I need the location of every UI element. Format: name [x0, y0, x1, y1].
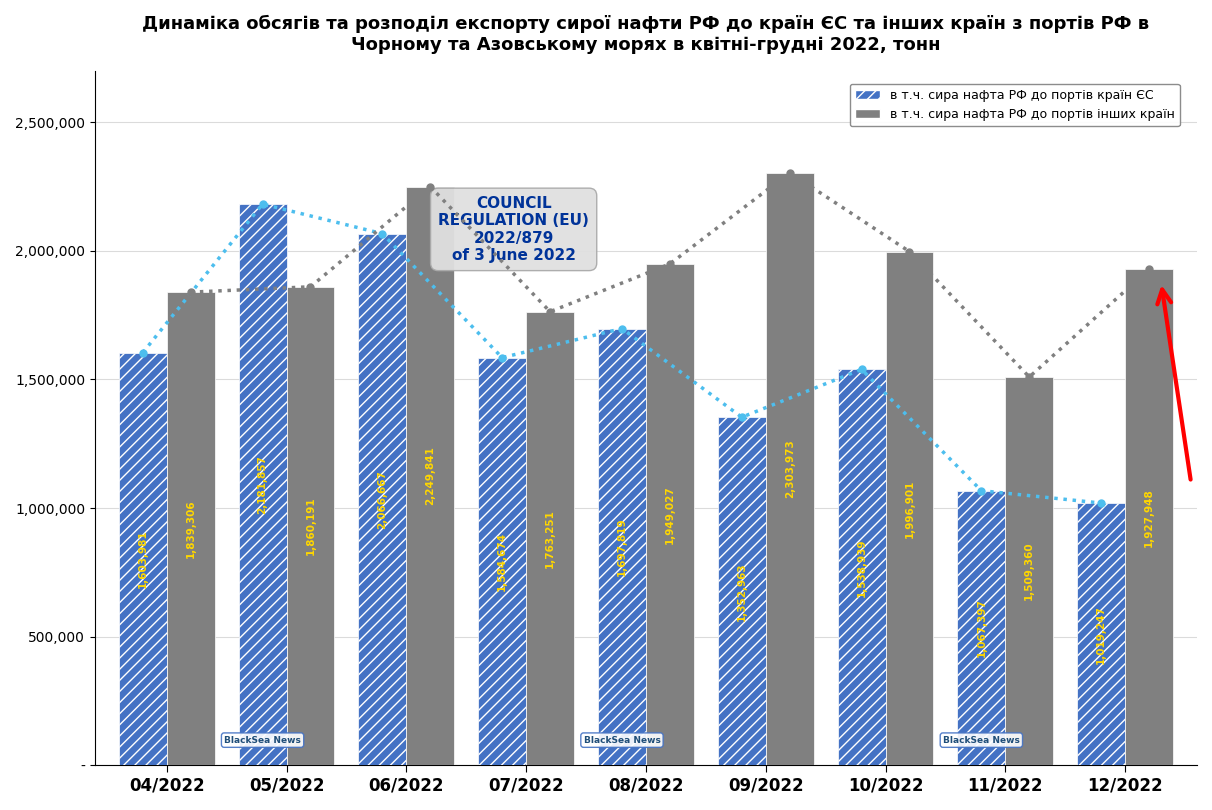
Text: 1,352,963: 1,352,963: [737, 562, 747, 620]
Bar: [479, 358, 526, 765]
Bar: [1125, 270, 1173, 765]
Text: BlackSea News: BlackSea News: [943, 735, 1019, 744]
Text: 1,860,191: 1,860,191: [305, 497, 315, 556]
Text: 2,303,973: 2,303,973: [784, 440, 795, 498]
Text: 1,949,027: 1,949,027: [665, 485, 675, 544]
Text: 1,697,819: 1,697,819: [617, 518, 627, 576]
Text: 1,603,981: 1,603,981: [138, 530, 148, 588]
Bar: [1077, 503, 1125, 765]
Text: BlackSea News: BlackSea News: [224, 735, 301, 744]
Bar: [957, 491, 1005, 765]
Text: 1,019,247: 1,019,247: [1096, 605, 1107, 663]
Text: 1,067,397: 1,067,397: [977, 599, 987, 658]
Text: 2,249,841: 2,249,841: [425, 446, 435, 505]
Text: 2,181,857: 2,181,857: [258, 455, 268, 514]
Bar: [119, 352, 167, 765]
Text: 2,066,667: 2,066,667: [377, 470, 388, 529]
Text: 1,538,939: 1,538,939: [857, 538, 867, 596]
Bar: [286, 287, 335, 765]
Bar: [718, 417, 766, 765]
Bar: [167, 292, 215, 765]
Title: Динаміка обсягів та розподіл експорту сирої нафти РФ до країн ЄС та інших країн : Динаміка обсягів та розподіл експорту си…: [142, 15, 1149, 54]
Text: COUNCIL
REGULATION (EU)
2022/879
of 3 June 2022: COUNCIL REGULATION (EU) 2022/879 of 3 Ju…: [439, 196, 589, 263]
Text: BlackSea News: BlackSea News: [583, 735, 661, 744]
Bar: [837, 369, 886, 765]
Bar: [598, 329, 646, 765]
Text: 1,509,360: 1,509,360: [1024, 542, 1034, 600]
Bar: [359, 233, 406, 765]
Bar: [1005, 377, 1053, 765]
Text: 1,839,306: 1,839,306: [185, 499, 195, 558]
Bar: [239, 204, 286, 765]
Text: 1,763,251: 1,763,251: [545, 509, 555, 568]
Text: 1,996,901: 1,996,901: [904, 480, 915, 538]
Bar: [406, 186, 454, 765]
Bar: [766, 173, 813, 765]
Text: 1,584,674: 1,584,674: [497, 532, 507, 591]
Legend: в т.ч. сира нафта РФ до портів країн ЄС, в т.ч. сира нафта РФ до портів інших кр: в т.ч. сира нафта РФ до портів країн ЄС,…: [850, 84, 1179, 126]
Text: 1,927,948: 1,927,948: [1144, 488, 1154, 547]
Bar: [886, 252, 933, 765]
Bar: [646, 264, 693, 765]
Bar: [526, 312, 574, 765]
